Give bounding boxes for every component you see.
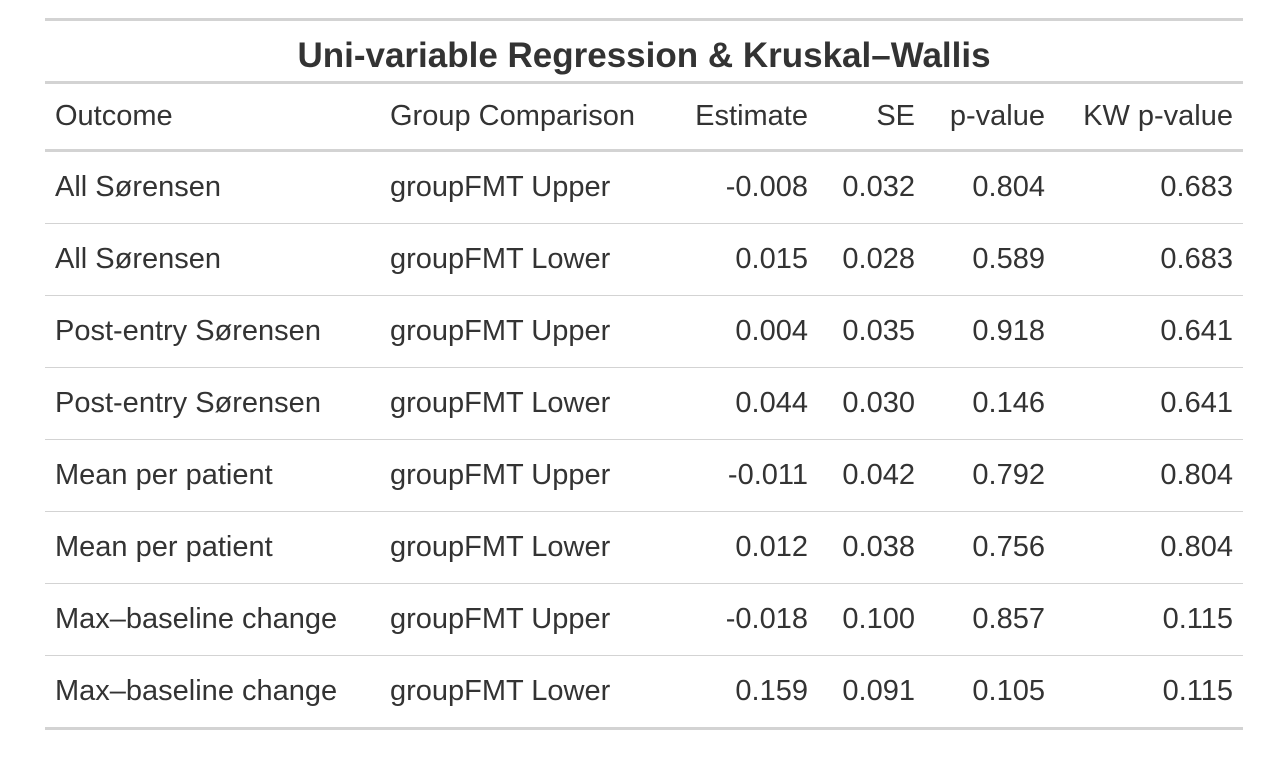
cell-se: 0.100 [818, 583, 925, 656]
cell-se: 0.028 [818, 223, 925, 296]
cell-group-comparison: groupFMT Lower [380, 655, 673, 730]
cell-group-comparison: groupFMT Upper [380, 150, 673, 224]
cell-group-comparison: groupFMT Lower [380, 367, 673, 440]
cell-group-comparison: groupFMT Upper [380, 439, 673, 512]
column-header-kw-p-value: KW p-value [1055, 84, 1243, 152]
cell-kw-p-value: 0.804 [1055, 511, 1243, 584]
column-header-estimate: Estimate [673, 84, 818, 152]
cell-p-value: 0.804 [925, 150, 1055, 224]
cell-kw-p-value: 0.115 [1055, 583, 1243, 656]
results-table-container: Uni-variable Regression & Kruskal–Wallis… [45, 18, 1243, 730]
cell-kw-p-value: 0.641 [1055, 367, 1243, 440]
cell-kw-p-value: 0.115 [1055, 655, 1243, 730]
cell-kw-p-value: 0.683 [1055, 223, 1243, 296]
table-header: Outcome Group Comparison Estimate SE p-v… [45, 84, 1243, 152]
cell-outcome: Mean per patient [45, 439, 380, 512]
cell-se: 0.030 [818, 367, 925, 440]
cell-p-value: 0.146 [925, 367, 1055, 440]
cell-estimate: 0.004 [673, 295, 818, 368]
column-header-outcome: Outcome [45, 84, 380, 152]
column-header-se: SE [818, 84, 925, 152]
header-row: Outcome Group Comparison Estimate SE p-v… [45, 84, 1243, 152]
table-body: All Sørensen groupFMT Upper -0.008 0.032… [45, 150, 1243, 730]
table-row: All Sørensen groupFMT Lower 0.015 0.028 … [45, 223, 1243, 296]
cell-kw-p-value: 0.683 [1055, 150, 1243, 224]
table-row: Mean per patient groupFMT Upper -0.011 0… [45, 439, 1243, 512]
results-table: Uni-variable Regression & Kruskal–Wallis… [45, 18, 1243, 730]
cell-p-value: 0.756 [925, 511, 1055, 584]
cell-group-comparison: groupFMT Upper [380, 583, 673, 656]
cell-kw-p-value: 0.804 [1055, 439, 1243, 512]
cell-estimate: -0.008 [673, 150, 818, 224]
cell-se: 0.035 [818, 295, 925, 368]
cell-estimate: -0.018 [673, 583, 818, 656]
cell-outcome: All Sørensen [45, 223, 380, 296]
cell-p-value: 0.589 [925, 223, 1055, 296]
table-row: All Sørensen groupFMT Upper -0.008 0.032… [45, 150, 1243, 224]
cell-group-comparison: groupFMT Lower [380, 223, 673, 296]
cell-p-value: 0.857 [925, 583, 1055, 656]
cell-p-value: 0.918 [925, 295, 1055, 368]
table-row: Post-entry Sørensen groupFMT Lower 0.044… [45, 367, 1243, 440]
cell-estimate: 0.044 [673, 367, 818, 440]
cell-se: 0.038 [818, 511, 925, 584]
cell-p-value: 0.792 [925, 439, 1055, 512]
column-header-group-comparison: Group Comparison [380, 84, 673, 152]
column-header-p-value: p-value [925, 84, 1055, 152]
cell-group-comparison: groupFMT Upper [380, 295, 673, 368]
cell-estimate: 0.015 [673, 223, 818, 296]
cell-outcome: Max–baseline change [45, 583, 380, 656]
table-row: Max–baseline change groupFMT Upper -0.01… [45, 583, 1243, 656]
table-title: Uni-variable Regression & Kruskal–Wallis [45, 18, 1243, 84]
cell-se: 0.091 [818, 655, 925, 730]
cell-group-comparison: groupFMT Lower [380, 511, 673, 584]
cell-p-value: 0.105 [925, 655, 1055, 730]
cell-se: 0.032 [818, 150, 925, 224]
cell-estimate: 0.012 [673, 511, 818, 584]
table-row: Mean per patient groupFMT Lower 0.012 0.… [45, 511, 1243, 584]
cell-outcome: All Sørensen [45, 150, 380, 224]
table-row: Max–baseline change groupFMT Lower 0.159… [45, 655, 1243, 730]
table-row: Post-entry Sørensen groupFMT Upper 0.004… [45, 295, 1243, 368]
cell-outcome: Mean per patient [45, 511, 380, 584]
cell-estimate: -0.011 [673, 439, 818, 512]
cell-outcome: Post-entry Sørensen [45, 295, 380, 368]
cell-se: 0.042 [818, 439, 925, 512]
cell-outcome: Max–baseline change [45, 655, 380, 730]
cell-outcome: Post-entry Sørensen [45, 367, 380, 440]
cell-kw-p-value: 0.641 [1055, 295, 1243, 368]
cell-estimate: 0.159 [673, 655, 818, 730]
